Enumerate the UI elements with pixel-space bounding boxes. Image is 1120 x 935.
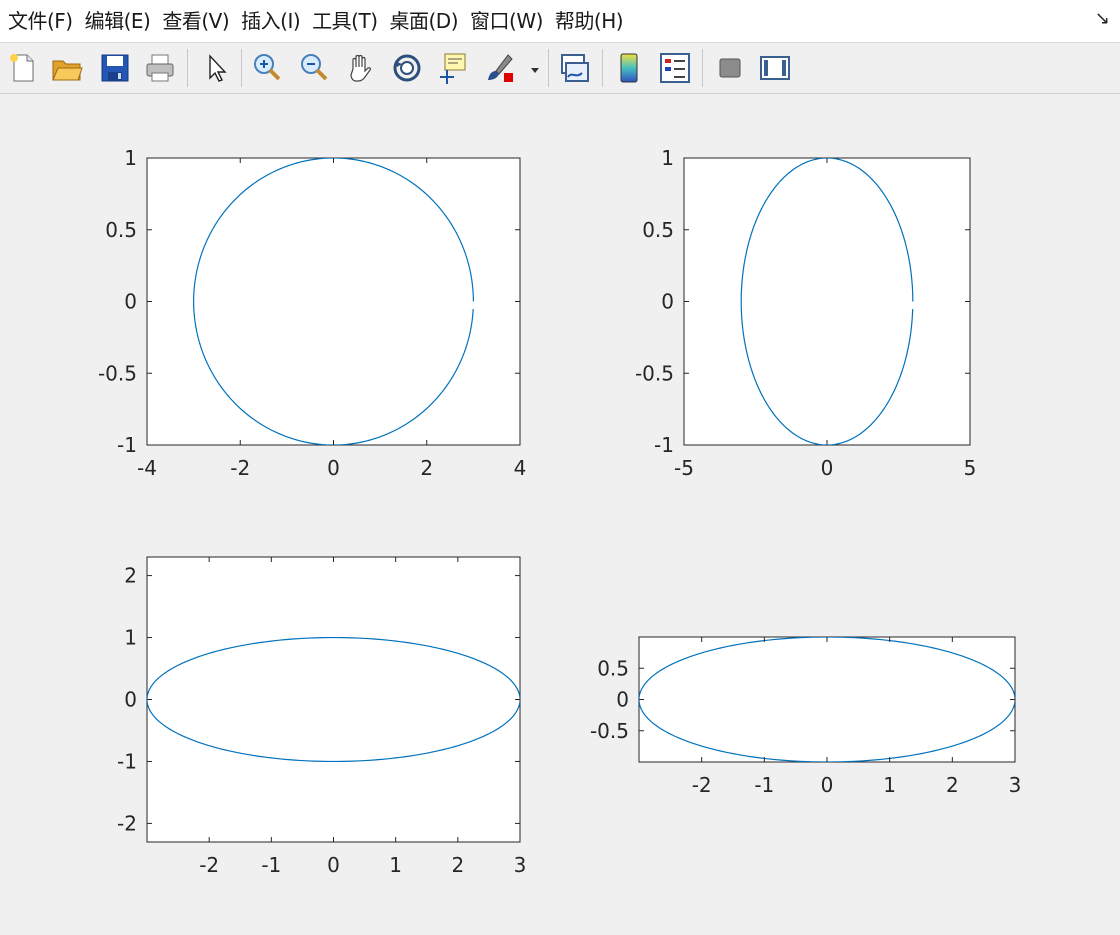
x-tick-label: 4: [514, 456, 527, 480]
y-tick-label: 0: [616, 688, 629, 712]
y-tick-label: -1: [654, 433, 674, 457]
y-tick-label: 0: [661, 290, 674, 314]
subplot-axes-3: -2 -1 0 1 2 3 2 1 0 -1 -2: [117, 557, 526, 877]
x-tick-label: -1: [754, 773, 774, 797]
y-tick-label: -1: [117, 749, 137, 773]
x-tick-label: -2: [230, 456, 250, 480]
x-tick-label: 3: [1009, 773, 1022, 797]
x-tick-label: 2: [420, 456, 433, 480]
x-tick-label: 1: [883, 773, 896, 797]
x-tick-label: -2: [199, 853, 219, 877]
x-tick-label: 0: [327, 853, 340, 877]
y-tick-label: -0.5: [635, 361, 674, 385]
y-tick-label: 0.5: [642, 218, 674, 242]
y-tick-label: 1: [661, 146, 674, 170]
subplot-axes-4: -2 -1 0 1 2 3 0.5 0 -0.5: [590, 637, 1021, 797]
x-tick-label: 0: [821, 773, 834, 797]
x-tick-label: -1: [261, 853, 281, 877]
x-tick-label: 3: [514, 853, 527, 877]
subplot-axes-2: -5 0 5 1 0.5 0 -0.5 -1: [635, 146, 976, 480]
y-tick-label: 0: [124, 290, 137, 314]
y-tick-label: 1: [124, 626, 137, 650]
y-tick-label: -2: [117, 811, 137, 835]
x-tick-label: 2: [946, 773, 959, 797]
axes-box: [147, 557, 520, 842]
x-tick-label: -5: [674, 456, 694, 480]
subplot-axes-1: -4 -2 0 2 4 1 0.5 0 -0.5 -1: [98, 146, 526, 480]
y-tick-label: 2: [124, 564, 137, 588]
y-tick-label: -0.5: [590, 719, 629, 743]
x-tick-label: -2: [692, 773, 712, 797]
y-tick-label: 0: [124, 688, 137, 712]
axes-box: [639, 637, 1015, 762]
x-tick-label: 5: [964, 456, 977, 480]
y-tick-label: -0.5: [98, 361, 137, 385]
x-tick-label: 0: [327, 456, 340, 480]
axes-box: [684, 158, 970, 445]
y-tick-label: -1: [117, 433, 137, 457]
x-tick-label: 1: [389, 853, 402, 877]
y-tick-label: 1: [124, 146, 137, 170]
y-tick-label: 0.5: [597, 656, 629, 680]
y-tick-label: 0.5: [105, 218, 137, 242]
axes-box: [147, 158, 520, 445]
x-tick-label: 0: [821, 456, 834, 480]
x-tick-label: 2: [451, 853, 464, 877]
x-tick-label: -4: [137, 456, 157, 480]
